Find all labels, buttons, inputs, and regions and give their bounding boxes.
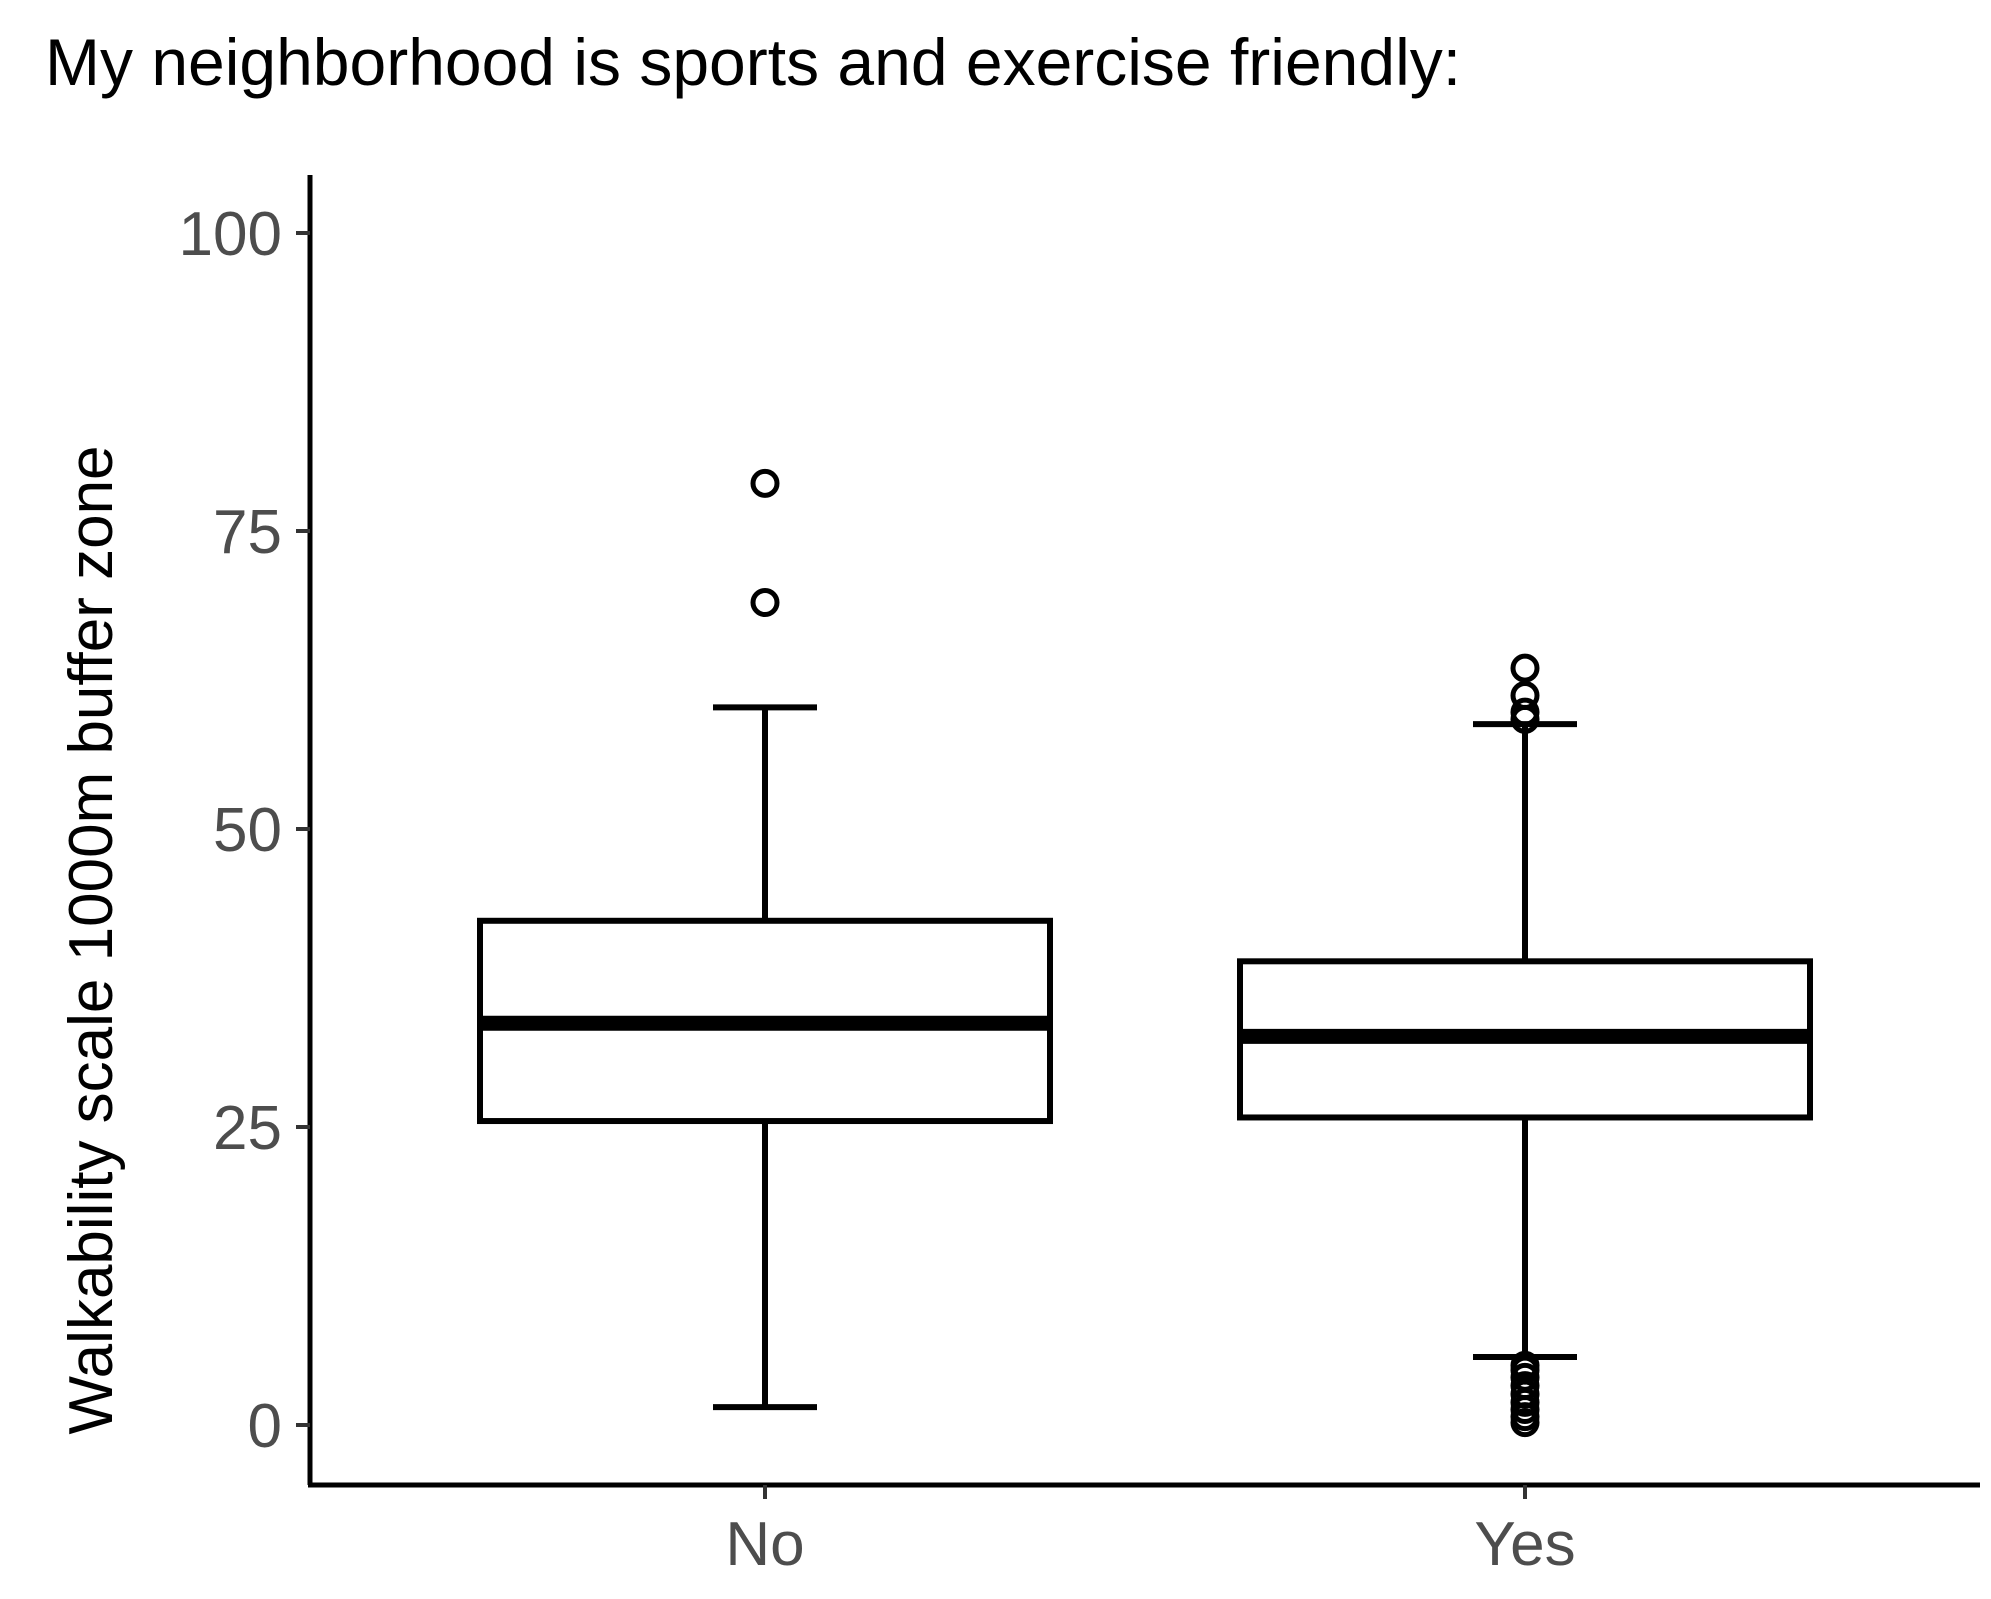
- outlier-point: [750, 468, 780, 498]
- outlier-point: [1510, 680, 1540, 710]
- x-tick-label-yes: Yes: [1474, 1510, 1575, 1579]
- outlier-point: [1510, 697, 1540, 727]
- box-group-yes: [1237, 653, 1813, 1438]
- y-tick-label: 50: [213, 796, 282, 865]
- x-tick-label-no: No: [725, 1510, 804, 1579]
- chart-title: My neighborhood is sports and exercise f…: [45, 25, 1461, 99]
- outlier-point: [1510, 1371, 1540, 1401]
- y-tick-label: 0: [248, 1392, 282, 1461]
- outlier-point: [1510, 1350, 1540, 1380]
- box-group-no: [477, 468, 1053, 1411]
- outlier-point: [750, 588, 780, 618]
- y-axis-label: Walkability scale 1000m buffer zone: [57, 445, 126, 1434]
- y-tick-label: 100: [179, 200, 282, 269]
- y-tick-label: 75: [213, 498, 282, 567]
- boxes: [477, 468, 1813, 1438]
- y-axis-ticks: 0 25 50 75 100: [179, 200, 310, 1461]
- y-tick-label: 25: [213, 1094, 282, 1163]
- x-axis-ticks: No Yes: [725, 1485, 1576, 1579]
- outlier-point: [1510, 653, 1540, 683]
